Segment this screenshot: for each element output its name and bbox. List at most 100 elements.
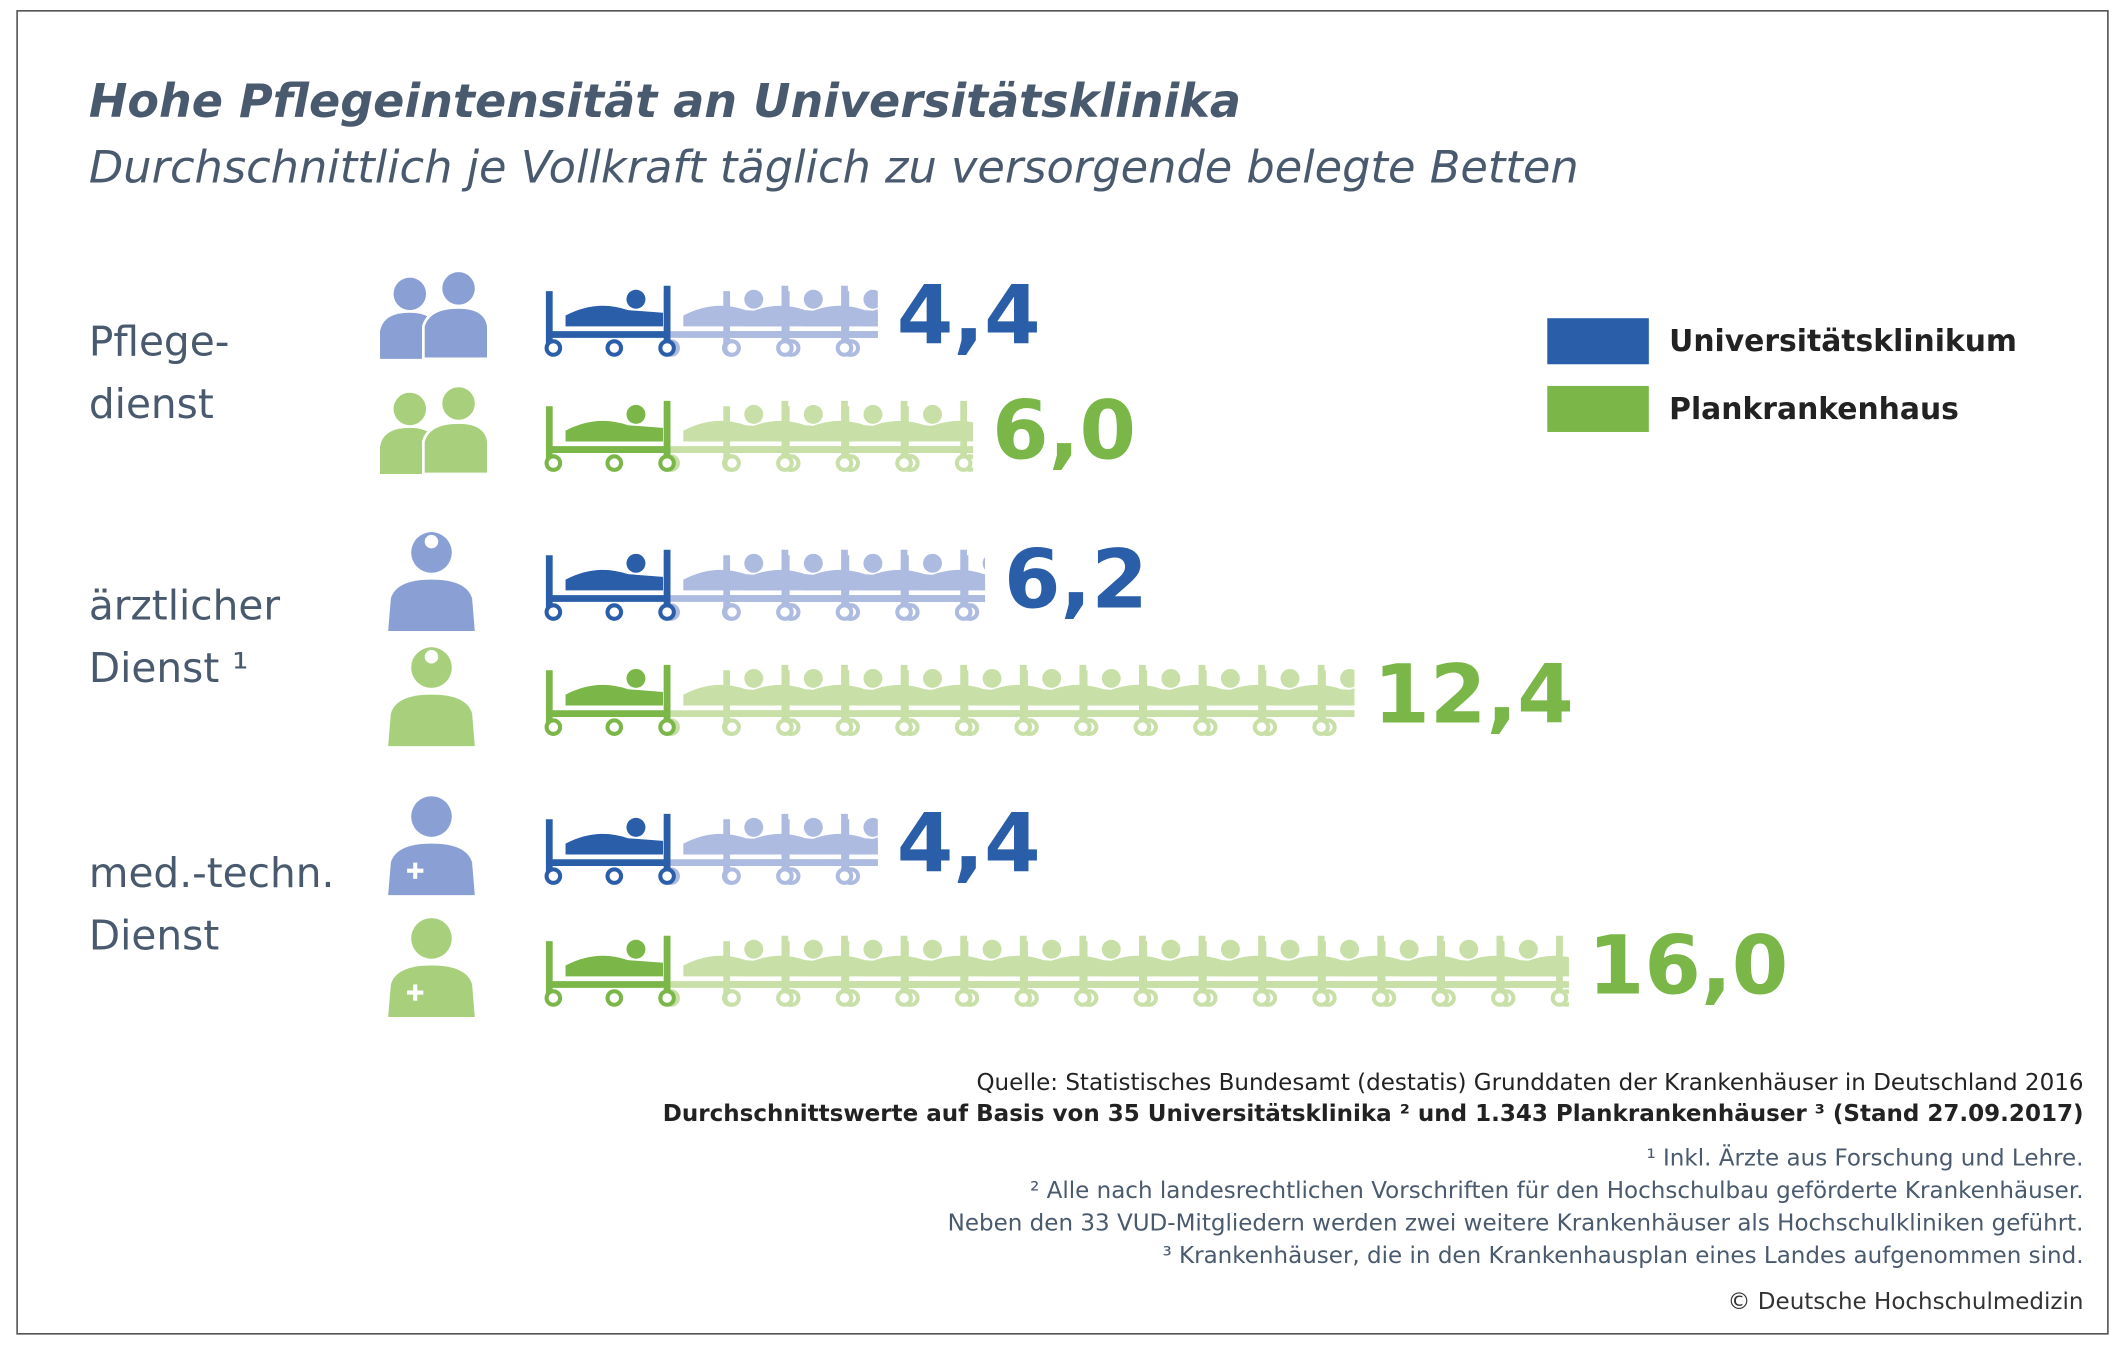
bed-head — [1280, 939, 1300, 959]
footnote: ² Alle nach landesrechtlichen Vorschrift… — [1030, 1178, 2083, 1204]
bed-head — [626, 289, 646, 309]
bed-wheel — [658, 603, 676, 621]
bed-wheel — [1014, 989, 1033, 1007]
bed-person — [683, 420, 781, 442]
bed-wheel — [776, 718, 794, 736]
bed-wheel — [776, 339, 794, 357]
head — [411, 796, 452, 837]
bed-wheel — [1074, 989, 1092, 1007]
bed-wheel — [1550, 989, 1569, 1007]
bed-head — [803, 939, 823, 959]
legend-label: Plankrankenhaus — [1669, 392, 1959, 427]
body — [388, 843, 475, 896]
bed-wheel — [1312, 718, 1330, 736]
bed-wheel — [1193, 989, 1211, 1007]
bed-wheel — [1312, 989, 1330, 1007]
bed-head — [1042, 668, 1062, 688]
mirror — [421, 647, 441, 667]
bed-wheel — [835, 454, 854, 472]
bed-wheel — [835, 339, 854, 357]
bed-head — [1340, 939, 1360, 959]
head — [439, 269, 478, 308]
bed-head — [744, 553, 764, 573]
category-label: Dienst ¹ — [89, 644, 249, 692]
bed-wheel — [658, 989, 676, 1007]
bed-wheel — [1491, 989, 1509, 1007]
bed-wheel — [835, 867, 854, 885]
bed-head — [863, 939, 883, 959]
head — [393, 392, 427, 426]
bed-head — [923, 668, 942, 688]
person-icon — [388, 532, 475, 632]
footnote: Neben den 33 VUD-Mitgliedern werden zwei… — [948, 1211, 2084, 1237]
bed-row — [544, 285, 878, 357]
bed-wheel — [658, 454, 676, 472]
value-label: 4,4 — [897, 269, 1041, 363]
bed-head — [744, 668, 764, 688]
bed-wheel — [605, 867, 624, 885]
bed-wheel — [605, 339, 624, 357]
category-label: dienst — [89, 380, 214, 428]
bed-head — [982, 556, 986, 570]
bed-wheel — [1431, 989, 1450, 1007]
bed-head — [626, 939, 646, 959]
bed-wheel — [605, 603, 624, 621]
person-icon — [380, 384, 490, 476]
bed-wheel — [544, 718, 563, 736]
bed-head — [863, 404, 883, 424]
bed-wheel — [605, 989, 624, 1007]
bed-wheel — [1193, 718, 1211, 736]
bed-wheel — [1371, 989, 1390, 1007]
frame — [16, 10, 2109, 1335]
bed-wheel — [954, 454, 973, 472]
bed-head — [1101, 939, 1121, 959]
bed-wheel — [723, 454, 741, 472]
copyright: © Deutsche Hochschulmedizin — [1727, 1289, 2083, 1315]
bed-wheel — [954, 603, 973, 621]
mirror — [421, 532, 441, 552]
bed-head — [803, 817, 823, 837]
bed-person — [565, 305, 664, 327]
head — [393, 277, 427, 311]
bed-wheel — [723, 989, 741, 1007]
bed-wheel — [605, 454, 624, 472]
footnote: ¹ Inkl. Ärzte aus Forschung und Lehre. — [1646, 1144, 2083, 1172]
bed-head — [923, 404, 942, 424]
bed-wheel — [723, 867, 741, 885]
bed-wheel — [895, 454, 913, 472]
bed-head — [803, 404, 823, 424]
footnote: ³ Krankenhäuser, die in den Krankenhausp… — [1162, 1243, 2083, 1269]
bed-wheel — [544, 989, 563, 1007]
bed-head — [744, 939, 764, 959]
bed-person — [683, 955, 781, 977]
bed-wheel — [605, 718, 624, 736]
category-label: Dienst — [89, 911, 219, 959]
bed-person — [683, 684, 781, 706]
bed-head — [803, 289, 823, 309]
value-label: 16,0 — [1588, 919, 1788, 1013]
bed-wheel — [776, 867, 794, 885]
bed-head — [863, 289, 878, 309]
bed-head — [1340, 668, 1355, 688]
body — [421, 306, 490, 361]
bed-head — [626, 553, 646, 573]
bed-wheel — [776, 603, 794, 621]
bed-wheel — [1252, 989, 1271, 1007]
bed-head — [863, 553, 883, 573]
bed-head — [803, 553, 823, 573]
basis: Durchschnittswerte auf Basis von 35 Univ… — [663, 1101, 2084, 1127]
value-label: 6,2 — [1004, 533, 1148, 627]
bed-wheel — [835, 603, 854, 621]
bed-person — [565, 420, 664, 442]
bed-person — [683, 305, 781, 327]
bed-head — [1459, 939, 1479, 959]
value-label: 12,4 — [1373, 649, 1573, 743]
bed-head — [1161, 939, 1181, 959]
bed-wheel — [544, 454, 563, 472]
bed-wheel — [723, 603, 741, 621]
bed-person — [683, 569, 781, 591]
value-label: 4,4 — [897, 797, 1041, 891]
bed-wheel — [1133, 989, 1152, 1007]
bed-head — [1399, 939, 1419, 959]
bed-head — [1220, 668, 1240, 688]
